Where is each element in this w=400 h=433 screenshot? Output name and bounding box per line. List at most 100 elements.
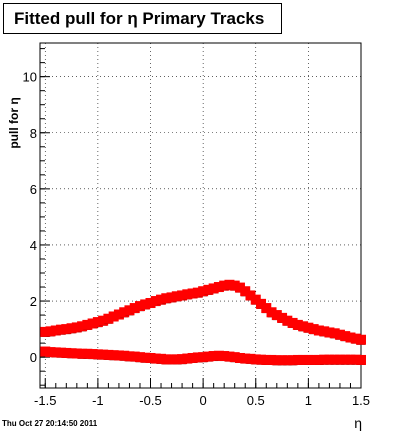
data-point xyxy=(345,332,356,343)
data-point xyxy=(171,291,182,302)
data-point xyxy=(229,352,240,363)
data-point xyxy=(98,349,109,360)
data-point xyxy=(277,312,288,323)
data-point xyxy=(224,351,235,362)
data-point xyxy=(134,352,145,363)
data-point xyxy=(334,329,345,340)
data-point xyxy=(345,354,356,365)
data-point xyxy=(92,349,103,360)
data-point xyxy=(156,353,167,364)
data-point xyxy=(192,352,203,363)
x-tick-label: -0.5 xyxy=(139,393,161,408)
data-point xyxy=(240,286,251,297)
data-point xyxy=(277,355,288,366)
data-point xyxy=(256,354,267,365)
data-point xyxy=(40,326,51,337)
x-tick-label: 1 xyxy=(305,393,312,408)
timestamp: Thu Oct 27 20:14:50 2011 xyxy=(2,419,98,428)
data-point xyxy=(198,352,209,363)
chart-title: Fitted pull for η Primary Tracks xyxy=(14,9,265,28)
data-point xyxy=(298,321,309,332)
data-point xyxy=(224,279,235,290)
data-point xyxy=(266,354,277,365)
y-axis-label: pull for η xyxy=(7,97,21,149)
data-point xyxy=(350,333,361,344)
data-point xyxy=(313,325,324,336)
data-point xyxy=(245,353,256,364)
data-point xyxy=(329,328,340,339)
data-point xyxy=(261,354,272,365)
data-point xyxy=(177,354,188,365)
data-point xyxy=(271,310,282,321)
data-point xyxy=(324,354,335,365)
data-point xyxy=(340,331,351,342)
data-point xyxy=(134,301,145,312)
axis-ticks xyxy=(40,48,362,388)
y-tick-label: 10 xyxy=(23,70,37,85)
y-tick-label: 2 xyxy=(30,294,37,309)
data-point xyxy=(161,354,172,365)
data-point xyxy=(187,288,198,299)
data-point xyxy=(203,351,214,362)
data-point xyxy=(166,292,177,303)
data-point xyxy=(71,348,82,359)
data-point xyxy=(229,280,240,291)
data-point xyxy=(113,309,124,320)
data-point xyxy=(182,289,193,300)
data-point xyxy=(45,347,56,358)
data-point xyxy=(124,351,135,362)
data-point xyxy=(156,294,167,305)
data-point xyxy=(119,350,130,361)
y-tick-label: 4 xyxy=(30,238,37,253)
data-point xyxy=(166,354,177,365)
data-point xyxy=(219,280,230,291)
data-point xyxy=(145,352,156,363)
data-point xyxy=(124,305,135,316)
data-point xyxy=(103,313,114,324)
data-point xyxy=(92,317,103,328)
data-point xyxy=(303,354,314,365)
data-point xyxy=(303,322,314,333)
data-point xyxy=(308,354,319,365)
data-point xyxy=(350,354,361,365)
data-point xyxy=(45,326,56,337)
y-tick-label: 6 xyxy=(30,182,37,197)
data-point xyxy=(240,353,251,364)
grid-lines xyxy=(40,43,362,388)
data-point xyxy=(103,349,114,360)
data-point xyxy=(313,354,324,365)
data-point xyxy=(192,287,203,298)
data-point xyxy=(250,294,261,305)
data-point xyxy=(271,355,282,366)
data-point xyxy=(119,307,130,318)
data-point xyxy=(234,282,245,293)
data-point xyxy=(329,354,340,365)
data-point xyxy=(171,354,182,365)
data-point xyxy=(234,352,245,363)
data-point xyxy=(161,293,172,304)
data-point xyxy=(198,286,209,297)
data-point xyxy=(82,348,93,359)
x-tick-label: 0 xyxy=(200,393,207,408)
data-point xyxy=(187,352,198,363)
data-point xyxy=(208,283,219,294)
data-point xyxy=(140,299,151,310)
data-point xyxy=(245,290,256,301)
data-point xyxy=(113,350,124,361)
data-point xyxy=(77,321,88,332)
data-point xyxy=(266,307,277,318)
data-point xyxy=(61,347,72,358)
tick-labels: -1.5 -1 -0.5 0 0.5 1 1.5 0 2 4 6 8 10 xyxy=(23,70,371,408)
data-point xyxy=(282,315,293,326)
plot-frame xyxy=(39,42,362,389)
data-point xyxy=(356,354,366,365)
data-point xyxy=(82,319,93,330)
data-point xyxy=(61,324,72,335)
data-point xyxy=(282,355,293,366)
data-point xyxy=(208,351,219,362)
data-point xyxy=(145,298,156,309)
data-point xyxy=(50,325,61,336)
data-point xyxy=(334,354,345,365)
data-point xyxy=(56,347,67,358)
